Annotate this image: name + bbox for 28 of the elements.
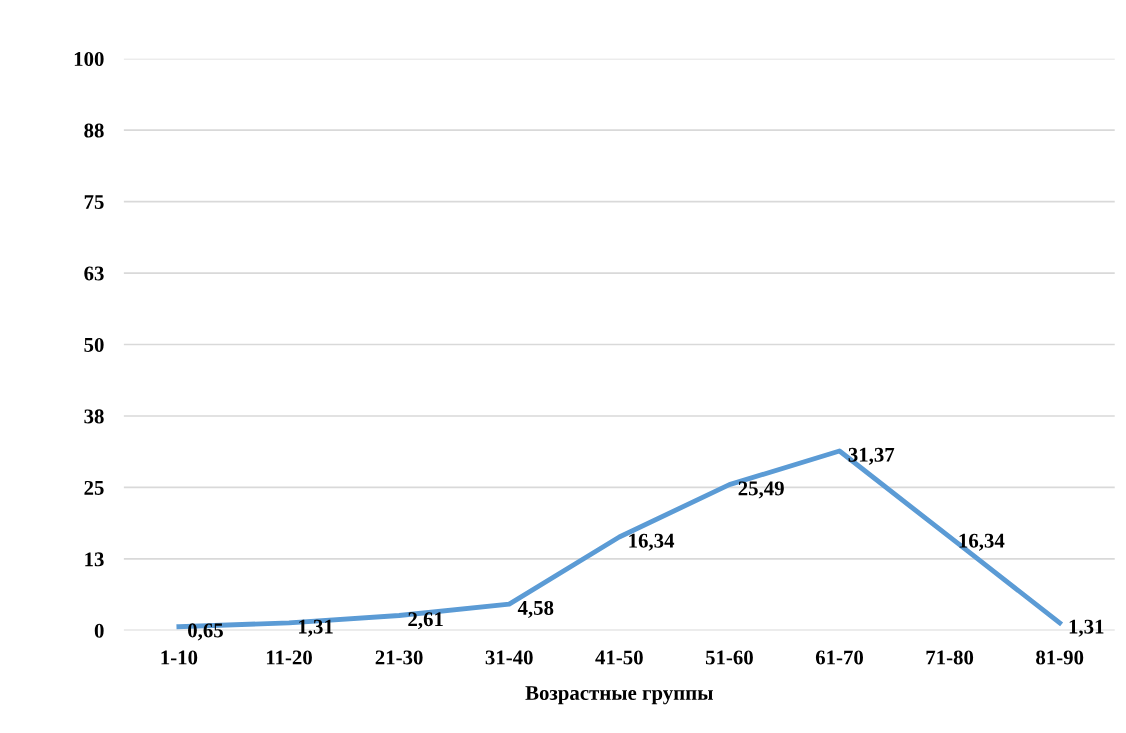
data-label: 25,49 <box>738 481 784 499</box>
data-label: 31,37 <box>848 447 895 465</box>
y-tick-label: 38 <box>84 409 104 424</box>
data-label: 0,65 <box>188 623 223 641</box>
y-tick-label: 88 <box>84 123 104 138</box>
x-tick-label: 31-40 <box>485 650 533 665</box>
x-tick-label: 11-20 <box>266 650 312 665</box>
y-tick-label: 13 <box>85 552 104 567</box>
x-tick-label: 51-60 <box>705 650 753 665</box>
y-tick-label: 50 <box>84 337 104 352</box>
y-tick-label: 0 <box>94 623 104 638</box>
x-tick-label: 81-90 <box>1036 650 1084 665</box>
x-tick-label: 71-80 <box>926 650 974 665</box>
data-label: 16,34 <box>959 533 1005 551</box>
data-label: 2,61 <box>408 612 443 630</box>
x-axis-title: Возрастные группы <box>525 686 713 705</box>
data-label: 1,31 <box>299 619 333 637</box>
x-tick-label: 1-10 <box>161 650 198 665</box>
y-tick-label: 75 <box>84 195 104 210</box>
y-tick-label: 25 <box>84 480 104 495</box>
data-label: 4,58 <box>517 600 554 618</box>
x-tick-label: 61-70 <box>815 650 863 665</box>
y-tick-label: 100 <box>74 52 104 67</box>
data-label: 16,34 <box>629 533 675 551</box>
y-tick-label: 63 <box>84 266 104 281</box>
x-tick-label: 21-30 <box>375 650 423 665</box>
x-tick-label: 41-50 <box>595 650 643 665</box>
data-label: 1,31 <box>1069 619 1104 637</box>
